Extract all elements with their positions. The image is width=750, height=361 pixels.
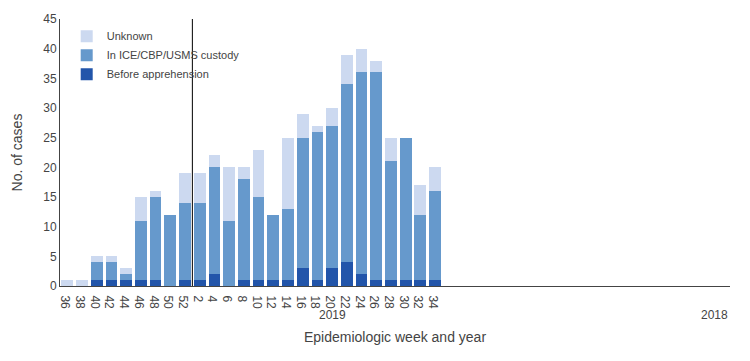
- svg-text:Before apprehension: Before apprehension: [107, 68, 209, 80]
- svg-text:8: 8: [235, 295, 249, 302]
- svg-text:42: 42: [102, 295, 116, 309]
- svg-text:30: 30: [397, 295, 411, 309]
- svg-text:18: 18: [308, 295, 322, 309]
- svg-text:16: 16: [294, 295, 308, 309]
- svg-text:28: 28: [382, 295, 396, 309]
- svg-text:2019: 2019: [319, 308, 346, 322]
- svg-text:45: 45: [43, 12, 57, 26]
- svg-text:2018: 2018: [701, 308, 728, 322]
- svg-text:Unknown: Unknown: [107, 30, 153, 42]
- svg-text:4: 4: [205, 295, 219, 302]
- svg-text:35: 35: [43, 72, 57, 86]
- svg-text:No. of cases: No. of cases: [9, 114, 25, 192]
- svg-text:12: 12: [264, 295, 278, 309]
- svg-text:In ICE/CBP/USMS custody: In ICE/CBP/USMS custody: [107, 49, 240, 61]
- svg-text:30: 30: [43, 101, 57, 115]
- svg-text:38: 38: [73, 295, 87, 309]
- svg-text:25: 25: [43, 131, 57, 145]
- svg-text:40: 40: [43, 42, 57, 56]
- svg-text:10: 10: [43, 220, 57, 234]
- svg-text:0: 0: [50, 279, 57, 293]
- svg-text:24: 24: [353, 295, 367, 309]
- svg-text:10: 10: [250, 295, 264, 309]
- svg-text:50: 50: [161, 295, 175, 309]
- svg-text:44: 44: [117, 295, 131, 309]
- svg-text:2: 2: [191, 295, 205, 302]
- svg-text:46: 46: [132, 295, 146, 309]
- svg-text:34: 34: [426, 295, 440, 309]
- svg-text:36: 36: [58, 295, 72, 309]
- svg-text:Epidemiologic week and year: Epidemiologic week and year: [304, 329, 486, 345]
- svg-text:26: 26: [367, 295, 381, 309]
- svg-text:20: 20: [43, 161, 57, 175]
- svg-text:15: 15: [43, 190, 57, 204]
- svg-text:48: 48: [147, 295, 161, 309]
- svg-text:6: 6: [220, 295, 234, 302]
- svg-text:20: 20: [323, 295, 337, 309]
- svg-text:32: 32: [411, 295, 425, 309]
- svg-text:52: 52: [176, 295, 190, 309]
- svg-text:14: 14: [279, 295, 293, 309]
- svg-text:40: 40: [88, 295, 102, 309]
- svg-text:5: 5: [50, 250, 57, 264]
- svg-text:22: 22: [338, 295, 352, 309]
